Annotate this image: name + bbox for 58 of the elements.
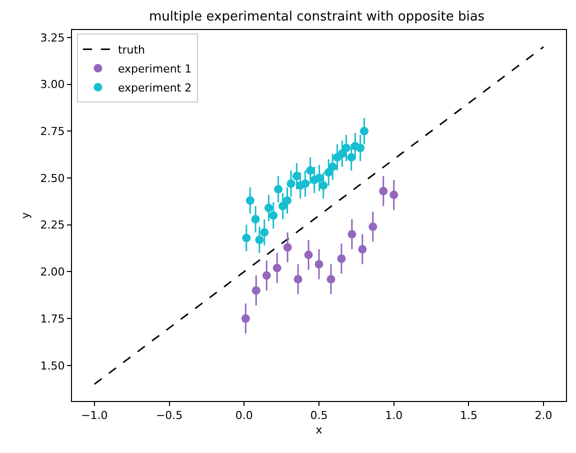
y-axis-title: y — [18, 212, 32, 219]
legend-label: experiment 2 — [118, 82, 192, 94]
point — [360, 126, 368, 136]
point — [252, 286, 260, 295]
point — [300, 179, 310, 188]
point — [294, 274, 302, 284]
y-tick-label: 3.00 — [40, 78, 65, 92]
point — [272, 264, 282, 272]
x-tick-label: 1.0 — [385, 409, 403, 422]
point — [347, 153, 356, 162]
point — [251, 215, 260, 224]
point — [255, 236, 264, 244]
chart-title: multiple experimental constraint with opposite bias — [149, 9, 485, 24]
point — [337, 254, 346, 263]
point — [242, 234, 251, 242]
point — [304, 250, 313, 260]
x-tick-label: 1.5 — [460, 409, 478, 422]
x-tick-label: 0.5 — [310, 409, 328, 422]
y-tick-label: 1.75 — [40, 312, 65, 326]
point — [319, 181, 328, 190]
point — [328, 162, 337, 172]
point — [260, 228, 269, 237]
point — [390, 190, 398, 200]
y-tick-label: 3.25 — [40, 31, 65, 44]
point — [241, 314, 250, 323]
point — [292, 172, 301, 180]
point — [269, 211, 278, 220]
point — [368, 222, 378, 231]
point — [358, 244, 367, 254]
x-tick-label: 0.0 — [235, 409, 253, 422]
point — [306, 166, 315, 175]
point — [379, 186, 388, 196]
y-tick-label: 2.00 — [40, 266, 65, 279]
point — [342, 144, 350, 152]
y-tick-label: 2.25 — [40, 218, 65, 232]
x-tick-label: −1.0 — [81, 409, 108, 422]
point — [262, 271, 271, 280]
point — [246, 196, 254, 205]
point — [314, 260, 324, 268]
point — [315, 174, 324, 182]
point — [283, 196, 292, 205]
point — [278, 202, 288, 210]
point — [326, 274, 336, 284]
point — [274, 185, 283, 194]
point — [356, 144, 365, 152]
point — [264, 204, 273, 212]
x-tick-label: −0.5 — [156, 409, 183, 422]
x-axis-title: x — [316, 423, 323, 436]
y-tick-label: 1.50 — [40, 359, 65, 372]
y-tick-label: 2.75 — [40, 125, 65, 138]
x-tick-label: 2.0 — [534, 409, 552, 422]
point — [348, 230, 356, 238]
legend-label: experiment 1 — [118, 62, 192, 76]
point — [286, 179, 296, 188]
legend-label: truth — [118, 44, 146, 56]
point — [283, 243, 292, 252]
y-tick-label: 2.50 — [40, 172, 65, 185]
point — [338, 149, 346, 158]
